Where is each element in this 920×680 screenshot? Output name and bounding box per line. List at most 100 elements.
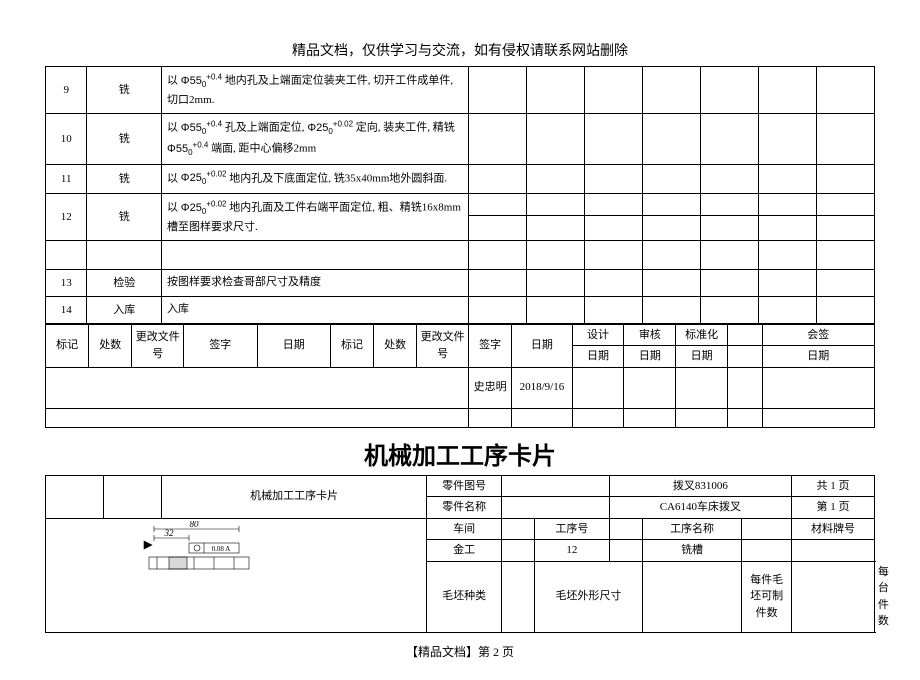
cell (700, 164, 758, 194)
r4-1 (501, 540, 534, 562)
cell (758, 164, 816, 194)
cell (468, 67, 526, 114)
cell (700, 296, 758, 323)
card-title: 机械加工工序卡片 (45, 436, 875, 471)
e10 (676, 408, 728, 427)
cell (700, 270, 758, 297)
bh-1: 处数 (89, 324, 132, 367)
r4-3 (609, 540, 642, 562)
row-desc (162, 241, 469, 270)
cell (700, 216, 758, 241)
cell (700, 67, 758, 114)
svg-text:32: 32 (164, 528, 175, 538)
r4-2: 12 (535, 540, 610, 562)
svg-text:80: 80 (190, 521, 200, 529)
cell (526, 67, 584, 114)
fh2-1: 日期 (624, 346, 676, 368)
r3-3 (609, 518, 642, 540)
bh-8: 签字 (469, 324, 512, 367)
fh-2: 标准化 (676, 324, 728, 346)
r4-6 (792, 540, 875, 562)
fh2-2: 日期 (676, 346, 728, 368)
bh-6: 处数 (374, 324, 417, 367)
cell (816, 296, 874, 323)
cell (584, 216, 642, 241)
cell (758, 114, 816, 164)
process-table: 9铣以 Φ550+0.4 地内孔及上端面定位装夹工件, 切开工件成单件, 切口2… (45, 66, 875, 324)
page-footer: 【精品文档】第 2 页 (45, 643, 875, 660)
r4-0: 金工 (427, 540, 502, 562)
cell (642, 216, 700, 241)
cell (816, 216, 874, 241)
cell (758, 216, 816, 241)
r1-1 (501, 475, 609, 497)
footer-table-1: 标记 处数 更改文件号 签字 日期 标记 处数 更改文件号 签字 日期 设计 审… (45, 324, 875, 428)
cell (700, 114, 758, 164)
cell (526, 114, 584, 164)
cell (468, 164, 526, 194)
row-op: 入库 (87, 296, 162, 323)
fh2-3 (728, 346, 763, 368)
cell (816, 194, 874, 216)
fh2-4: 日期 (762, 346, 874, 368)
e1 (572, 367, 624, 408)
diagram-cell: 80 32 0.08 A (46, 518, 427, 632)
cell (468, 194, 526, 216)
row-op: 铣 (87, 67, 162, 114)
bh-0: 标记 (46, 324, 89, 367)
bh-3: 签字 (184, 324, 257, 367)
row-desc: 以 Φ250+0.02 地内孔面及工件右端平面定位, 粗、精铣16x8mm槽至图… (162, 194, 469, 241)
cell (758, 194, 816, 216)
cell (758, 296, 816, 323)
cell (584, 67, 642, 114)
c1 (46, 475, 104, 518)
cell (642, 67, 700, 114)
cell (642, 194, 700, 216)
cell (526, 296, 584, 323)
fh-0: 设计 (572, 324, 624, 346)
cell (468, 241, 526, 270)
r4-5 (742, 540, 792, 562)
r5-5 (792, 561, 875, 632)
bh-7: 更改文件号 (417, 324, 469, 367)
row-op: 铣 (87, 114, 162, 164)
c2 (104, 475, 162, 518)
e11 (728, 408, 763, 427)
cell (642, 241, 700, 270)
cell (642, 296, 700, 323)
row-desc: 以 Φ550+0.4 地内孔及上端面定位装夹工件, 切开工件成单件, 切口2mm… (162, 67, 469, 114)
e5 (762, 367, 874, 408)
r2-1 (501, 497, 609, 519)
cell (526, 194, 584, 216)
r5-4: 每件毛坯可制件数 (742, 561, 792, 632)
r2-2: CA6140车床拨叉 (609, 497, 791, 519)
cell (700, 241, 758, 270)
cell (584, 241, 642, 270)
bh-2: 更改文件号 (132, 324, 184, 367)
cell (584, 194, 642, 216)
empty-cell (46, 367, 469, 408)
e6 (469, 408, 512, 427)
r5-0: 毛坯种类 (427, 561, 502, 632)
cell (758, 67, 816, 114)
header-note: 精品文档，仅供学习与交流，如有侵权请联系网站删除 (45, 40, 875, 60)
cell (526, 164, 584, 194)
cell (816, 114, 874, 164)
row-num: 13 (46, 270, 87, 297)
r2-3: 第 1 页 (792, 497, 875, 519)
cell (526, 270, 584, 297)
bh-5: 标记 (330, 324, 373, 367)
bh-4: 日期 (257, 324, 330, 367)
cell (468, 270, 526, 297)
svg-text:0.08 A: 0.08 A (212, 545, 231, 553)
fh-3 (728, 324, 763, 346)
cell (526, 241, 584, 270)
card-table: 机械加工工序卡片 零件图号 拨叉831006 共 1 页 零件名称 CA6140… (45, 475, 875, 633)
row-num (46, 241, 87, 270)
cell (642, 114, 700, 164)
e7 (512, 408, 572, 427)
row-desc: 以 Φ550+0.4 孔及上端面定位, Φ250+0.02 定向, 装夹工件, … (162, 114, 469, 164)
cell (468, 114, 526, 164)
r3-1 (501, 518, 534, 540)
cell (584, 114, 642, 164)
